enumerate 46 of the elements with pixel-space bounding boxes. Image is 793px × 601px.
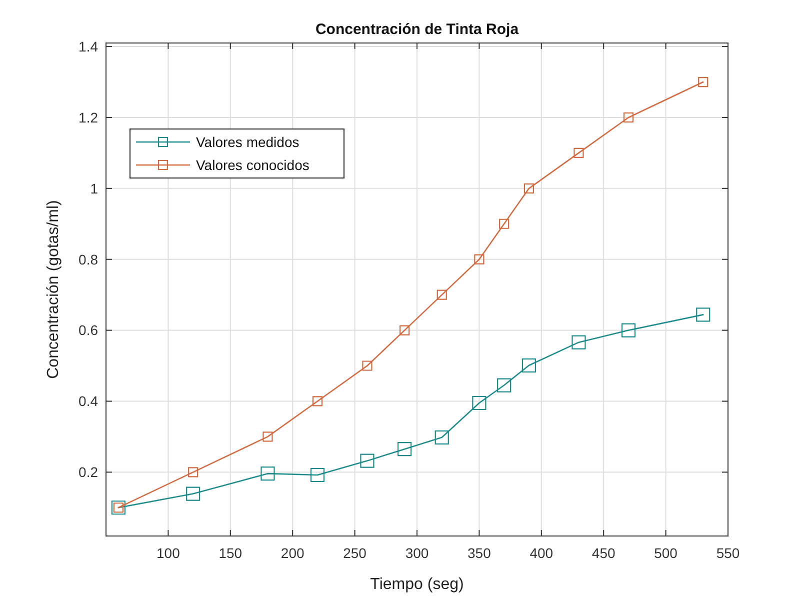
point	[312, 396, 323, 406]
point	[186, 486, 200, 501]
point	[497, 378, 512, 392]
point	[398, 442, 412, 456]
point	[524, 183, 534, 194]
point	[474, 254, 484, 264]
x-tick-label: 400	[530, 545, 554, 561]
point	[574, 148, 584, 158]
x-tick-label: 150	[218, 545, 242, 561]
point	[362, 360, 372, 371]
point	[436, 290, 447, 300]
y-tick-label: 1	[90, 180, 98, 196]
point	[698, 76, 708, 88]
y-axis-title: Concentración (gotas/ml)	[45, 200, 62, 379]
point	[262, 432, 273, 442]
point	[260, 466, 275, 481]
y-tick-label: 1.2	[78, 109, 98, 126]
x-tick-label: 550	[716, 545, 740, 561]
point	[696, 308, 710, 322]
point	[572, 335, 586, 350]
point	[360, 454, 374, 468]
y-tick-label: 0.8	[78, 251, 98, 268]
x-tick-label: 450	[592, 545, 616, 561]
legend-label: Valores conocidos	[196, 156, 310, 173]
x-tick-label: 100	[156, 545, 180, 561]
point	[310, 468, 325, 482]
y-tick-label: 0.6	[78, 322, 98, 338]
point	[621, 323, 636, 338]
x-tick-label: 200	[280, 545, 304, 561]
chart-title: Concentración de Tinta Roja	[315, 21, 520, 38]
point	[400, 325, 410, 336]
y-tick-label: 0.4	[78, 393, 98, 410]
point	[623, 112, 634, 123]
y-tick-label: 1.4	[78, 38, 98, 54]
point	[499, 218, 510, 229]
point	[434, 430, 449, 444]
legend-label: Valores medidos	[196, 134, 300, 150]
point	[188, 467, 198, 478]
point	[522, 358, 536, 372]
x-tick-label: 350	[468, 545, 492, 561]
x-tick-label: 250	[343, 545, 367, 561]
y-tick-label: 0.2	[78, 464, 98, 480]
x-tick-label: 500	[654, 545, 678, 561]
x-tick-label: 300	[405, 545, 429, 561]
point	[472, 396, 486, 410]
x-axis-title: Tiempo (seg)	[370, 576, 464, 593]
